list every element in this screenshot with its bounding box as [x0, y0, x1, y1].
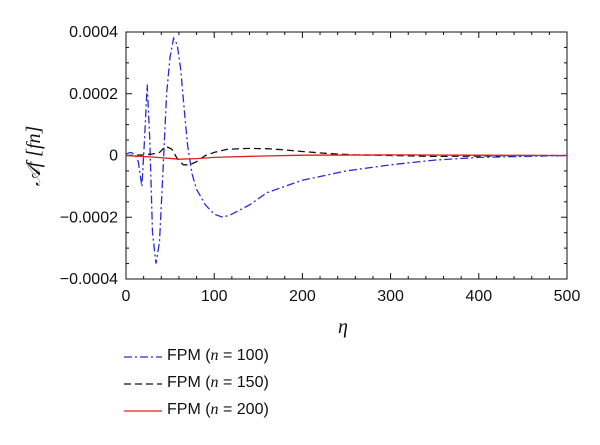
legend-swatch-n100 [124, 356, 162, 358]
x-tick-label: 200 [289, 288, 316, 305]
y-axis-label: 𝒜f [fn] [23, 126, 45, 187]
y-tick-label: 0.0002 [69, 86, 118, 103]
legend-item-n100: FPM (n = 100) [124, 346, 424, 373]
axis-ticks [125, 31, 568, 280]
line-chart: 0 100 200 300 400 500 0.0004 0.0002 0 −0.0002 −0.0… [23, 24, 581, 338]
x-tick-label: 500 [554, 288, 581, 305]
series-line-3 [125, 154, 568, 160]
y-tick-label: −0.0002 [60, 209, 118, 226]
x-tick-label: 100 [201, 288, 228, 305]
y-tick-label: 0 [109, 148, 118, 165]
axis-tick-labels: 0 100 200 300 400 500 0.0004 0.0002 0 −0.0002 −0.0… [60, 24, 581, 305]
x-tick-label: 400 [465, 288, 492, 305]
series-line-1 [125, 36, 568, 264]
y-tick-label: −0.0004 [60, 271, 118, 288]
x-tick-label: 0 [122, 288, 131, 305]
legend-label-n150: FPM (n = 150) [167, 374, 269, 391]
x-tick-label: 300 [377, 288, 404, 305]
series-layer [125, 36, 568, 264]
chart-legend: FPM (n = 100) FPM (n = 150) FPM (n = 200… [124, 346, 424, 427]
y-tick-label: 0.0004 [69, 24, 118, 41]
legend-label-n100: FPM (n = 100) [167, 347, 269, 364]
legend-swatch-n200 [124, 410, 162, 412]
legend-item-n150: FPM (n = 150) [124, 373, 424, 400]
legend-item-n200: FPM (n = 200) [124, 400, 424, 427]
legend-swatch-n150 [124, 383, 162, 385]
legend-label-n200: FPM (n = 200) [167, 401, 269, 418]
x-axis-label: η [338, 316, 348, 338]
